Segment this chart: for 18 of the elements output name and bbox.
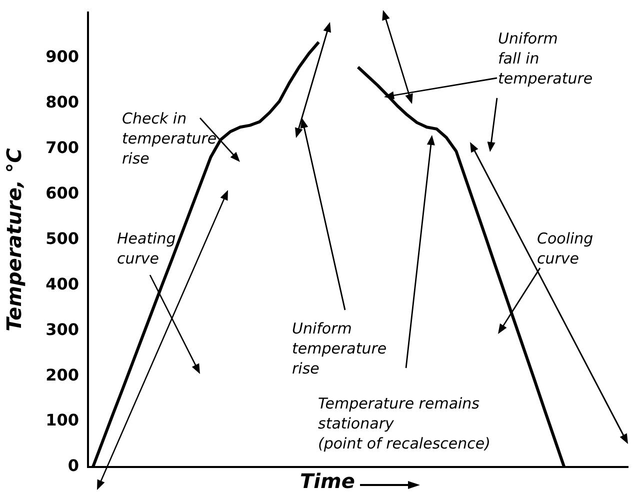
y-tick-label: 800 bbox=[46, 92, 79, 112]
annotation: Check in temperature rise bbox=[122, 109, 217, 168]
annotation: Heating curve bbox=[117, 229, 176, 268]
y-tick-label: 500 bbox=[46, 228, 79, 248]
y-tick-label: 100 bbox=[46, 410, 79, 430]
y-tick-label: 300 bbox=[46, 320, 79, 339]
annotation: Temperature remains stationary (point of recalescence) bbox=[318, 394, 490, 452]
y-tick-label: 400 bbox=[46, 274, 79, 294]
y-axis-title: Temperature, °C bbox=[2, 148, 26, 332]
annotation: Uniform temperature rise bbox=[292, 319, 387, 378]
y-tick-label: 900 bbox=[46, 47, 79, 66]
annotation: Cooling curve bbox=[537, 229, 594, 268]
y-tick-label: 200 bbox=[46, 365, 79, 384]
annotation: Uniform fall in temperature bbox=[498, 29, 593, 88]
y-tick-label: 700 bbox=[46, 138, 79, 158]
x-axis-title: Time bbox=[300, 469, 355, 493]
y-tick-label: 0 bbox=[68, 456, 79, 476]
y-tick-label: 600 bbox=[46, 184, 79, 203]
